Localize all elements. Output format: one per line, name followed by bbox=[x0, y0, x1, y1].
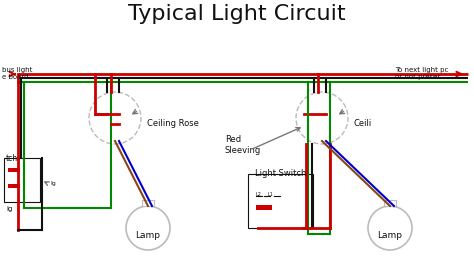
Text: Typical Light Circuit: Typical Light Circuit bbox=[128, 4, 346, 24]
Bar bbox=[248, 174, 313, 228]
Text: L2: L2 bbox=[255, 192, 261, 197]
Text: Ceili: Ceili bbox=[354, 118, 372, 127]
Text: Ceiling Rose: Ceiling Rose bbox=[147, 118, 199, 127]
Text: lg: lg bbox=[6, 206, 12, 212]
Bar bbox=[8, 184, 20, 188]
Text: bus light
e board: bus light e board bbox=[2, 67, 32, 80]
Text: Light Switch: Light Switch bbox=[255, 169, 306, 178]
Text: Lamp: Lamp bbox=[136, 230, 161, 239]
Text: lg: lg bbox=[50, 181, 56, 187]
Text: To next light pc
or not preser: To next light pc or not preser bbox=[395, 67, 448, 80]
Text: L1: L1 bbox=[267, 192, 273, 197]
Bar bbox=[384, 200, 396, 206]
Bar bbox=[4, 158, 40, 202]
Text: Lamp: Lamp bbox=[377, 230, 402, 239]
Text: tch: tch bbox=[6, 154, 18, 163]
Text: Red
Sleeving: Red Sleeving bbox=[225, 135, 261, 155]
Bar bbox=[8, 168, 20, 172]
Bar bbox=[256, 205, 272, 210]
Bar bbox=[142, 200, 154, 206]
